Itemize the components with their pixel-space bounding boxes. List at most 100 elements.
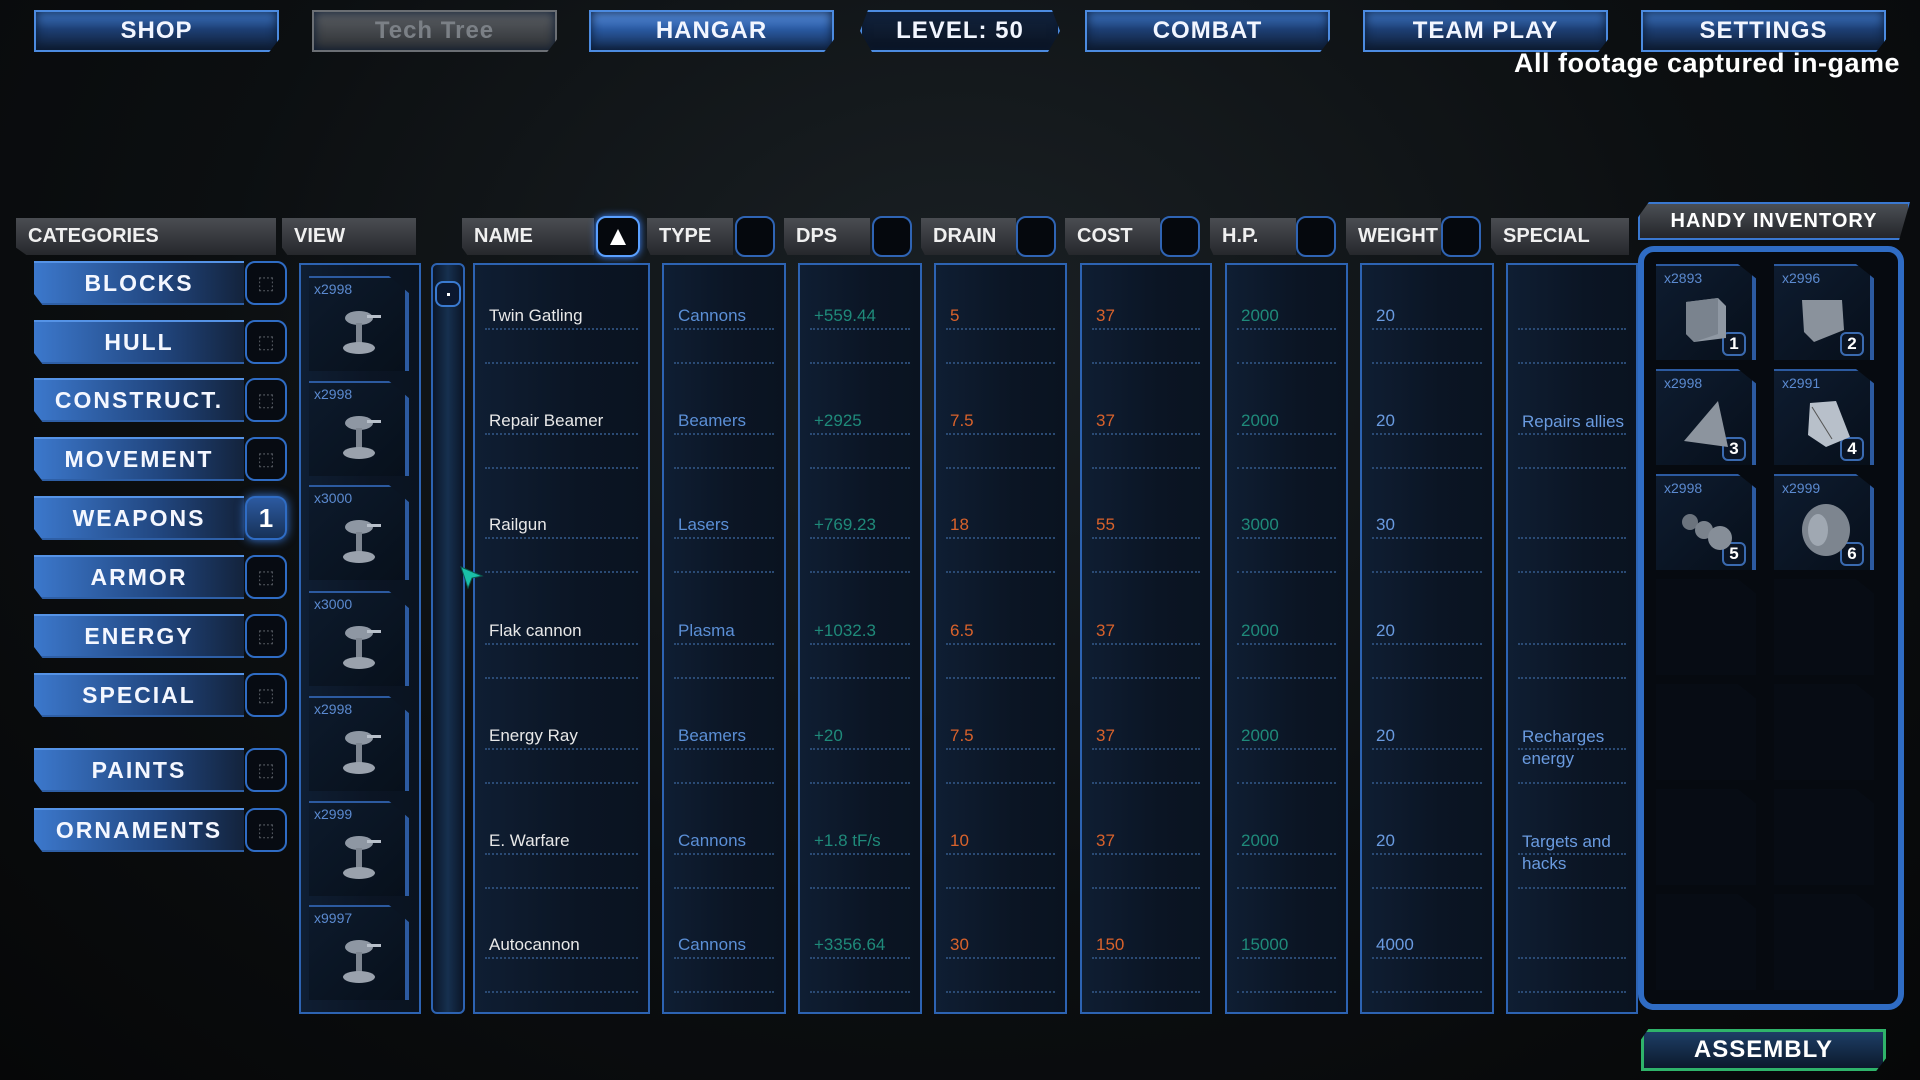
special-value [1518, 515, 1626, 539]
inventory-slot[interactable]: x2991 4 [1774, 369, 1874, 465]
weight-header[interactable]: WEIGHT [1346, 218, 1441, 255]
type-header[interactable]: TYPE [647, 218, 733, 255]
empty-inventory-slot[interactable] [1656, 579, 1756, 675]
category-badge[interactable]: ⬚ [245, 555, 287, 599]
cost-header[interactable]: COST [1065, 218, 1160, 255]
slot-count: x2991 [1782, 375, 1821, 391]
row-divider [946, 887, 1055, 889]
dps-header[interactable]: DPS [784, 218, 870, 255]
category-badge[interactable]: ⬚ [245, 320, 287, 364]
empty-inventory-slot[interactable] [1774, 684, 1874, 780]
category-weapons[interactable]: WEAPONS [34, 496, 244, 540]
category-construct[interactable]: CONSTRUCT. [34, 378, 244, 422]
empty-inventory-slot[interactable] [1774, 894, 1874, 990]
drain-cell: 6.5 [946, 621, 1055, 679]
special-value [1518, 306, 1626, 330]
weight-value: 20 [1372, 411, 1482, 435]
shop-tab[interactable]: SHOP [34, 10, 279, 52]
name-cell[interactable]: Railgun [485, 515, 638, 573]
row-divider [946, 782, 1055, 784]
category-badge[interactable]: ⬚ [245, 748, 287, 792]
row-divider [946, 677, 1055, 679]
category-movement[interactable]: MOVEMENT [34, 437, 244, 481]
special-column: Repairs allies Recharges energy Targets an… [1506, 263, 1638, 1014]
category-energy[interactable]: ENERGY [34, 614, 244, 658]
category-badge[interactable]: ⬚ [245, 378, 287, 422]
name-cell[interactable]: E. Warfare [485, 831, 638, 889]
inventory-slot[interactable]: x2999 6 [1774, 474, 1874, 570]
sort-ascending-button[interactable] [596, 216, 640, 257]
assembly-button[interactable]: ASSEMBLY [1641, 1029, 1886, 1071]
category-badge[interactable]: ⬚ [245, 614, 287, 658]
category-badge[interactable]: 1 [245, 496, 287, 540]
category-badge[interactable]: ⬚ [245, 808, 287, 852]
name-cell[interactable]: Autocannon [485, 935, 638, 993]
name-cell[interactable]: Flak cannon [485, 621, 638, 679]
weapon-thumbnail[interactable]: x3000 [309, 591, 409, 686]
name-header[interactable]: NAME [462, 218, 594, 255]
weapon-thumbnail[interactable]: x2998 [309, 276, 409, 371]
cube-icon [1686, 298, 1726, 342]
name-cell[interactable]: Energy Ray [485, 726, 638, 784]
empty-inventory-slot[interactable] [1656, 684, 1756, 780]
special-cell [1518, 306, 1626, 364]
drain-header[interactable]: DRAIN [921, 218, 1016, 255]
type-value: Lasers [674, 515, 774, 539]
hangar-tab[interactable]: HANGAR [589, 10, 834, 52]
name-cell[interactable]: Twin Gatling [485, 306, 638, 364]
category-paints[interactable]: PAINTS [34, 748, 244, 792]
row-divider [1518, 362, 1626, 364]
dot-icon [446, 292, 450, 296]
category-armor[interactable]: ARMOR [34, 555, 244, 599]
tech-tree-tab[interactable]: Tech Tree [312, 10, 557, 52]
name-value: Repair Beamer [485, 411, 638, 435]
row-divider [1518, 571, 1626, 573]
inventory-slot[interactable]: x2893 1 [1656, 264, 1756, 360]
category-hull[interactable]: HULL [34, 320, 244, 364]
category-blocks[interactable]: BLOCKS [34, 261, 244, 305]
item-count: x3000 [314, 596, 353, 612]
category-special[interactable]: SPECIAL [34, 673, 244, 717]
inventory-slot[interactable]: x2996 2 [1774, 264, 1874, 360]
drain-sort-toggle[interactable] [1016, 216, 1056, 257]
hp-cell: 2000 [1237, 831, 1336, 889]
hp-sort-toggle[interactable] [1296, 216, 1336, 257]
cost-sort-toggle[interactable] [1160, 216, 1200, 257]
settings-tab[interactable]: SETTINGS [1641, 10, 1886, 52]
weapon-thumbnail[interactable]: x9997 [309, 905, 409, 1000]
weapon-thumbnail[interactable]: x3000 [309, 485, 409, 580]
empty-inventory-slot[interactable] [1774, 789, 1874, 885]
weapon-thumbnail[interactable]: x2999 [309, 801, 409, 896]
dps-value: +769.23 [810, 515, 910, 539]
empty-inventory-slot[interactable] [1656, 894, 1756, 990]
empty-inventory-slot[interactable] [1774, 579, 1874, 675]
dps-value: +2925 [810, 411, 910, 435]
name-cell[interactable]: Repair Beamer [485, 411, 638, 469]
empty-inventory-slot[interactable] [1656, 789, 1756, 885]
hp-value: 2000 [1237, 831, 1336, 855]
scrollbar-thumb[interactable] [435, 281, 461, 307]
inventory-slot[interactable]: x2998 3 [1656, 369, 1756, 465]
inventory-slot[interactable]: x2998 5 [1656, 474, 1756, 570]
hp-header[interactable]: H.P. [1210, 218, 1296, 255]
weapon-thumbnail[interactable]: x2998 [309, 696, 409, 791]
scrollbar[interactable] [431, 263, 465, 1014]
slot-count: x2998 [1664, 480, 1703, 496]
category-badge[interactable]: ⬚ [245, 673, 287, 717]
type-sort-toggle[interactable] [735, 216, 775, 257]
turret-icon [343, 940, 381, 983]
row-divider [810, 467, 910, 469]
category-badge[interactable]: ⬚ [245, 437, 287, 481]
weapon-thumbnail[interactable]: x2998 [309, 381, 409, 476]
team-play-tab[interactable]: TEAM PLAY [1363, 10, 1608, 52]
type-cell: Lasers [674, 515, 774, 573]
weight-sort-toggle[interactable] [1441, 216, 1481, 257]
category-badge[interactable]: ⬚ [245, 261, 287, 305]
edit-icon: ⬚ [257, 389, 275, 410]
dps-sort-toggle[interactable] [872, 216, 912, 257]
row-divider [1518, 991, 1626, 993]
category-ornaments[interactable]: ORNAMENTS [34, 808, 244, 852]
item-count: x9997 [314, 910, 353, 926]
row-divider [1092, 677, 1200, 679]
combat-tab[interactable]: COMBAT [1085, 10, 1330, 52]
